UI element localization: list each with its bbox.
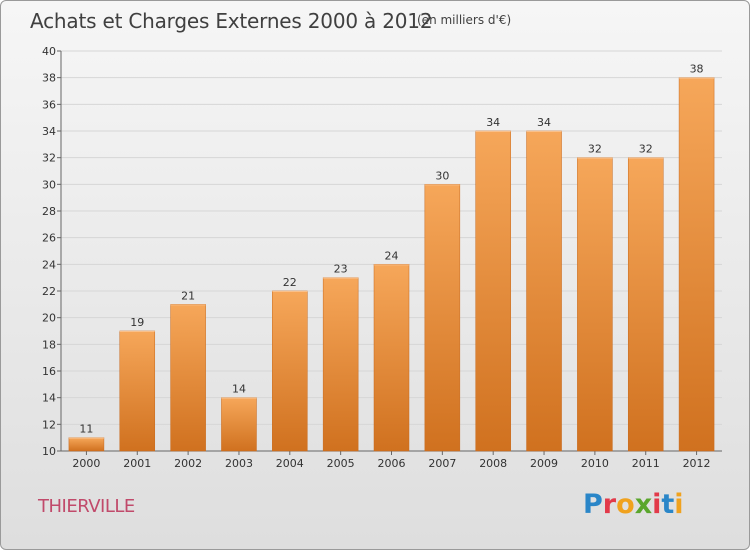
y-tick-label: 16 — [42, 365, 56, 378]
bar — [68, 437, 105, 452]
data-label: 21 — [181, 289, 195, 302]
x-tick-label: 2009 — [530, 457, 558, 470]
bar — [119, 330, 156, 452]
bar — [221, 397, 257, 452]
y-tick-label: 38 — [42, 72, 56, 85]
x-tick-label: 2008 — [479, 457, 507, 470]
x-tick-label: 2012 — [683, 457, 711, 470]
data-label: 32 — [588, 143, 602, 156]
data-label: 14 — [232, 383, 246, 396]
y-tick-label: 26 — [42, 232, 56, 245]
logo-letter: t — [661, 489, 675, 520]
data-label: 23 — [334, 263, 348, 276]
data-label: 32 — [639, 143, 653, 156]
bar — [678, 77, 715, 452]
x-tick-label: 2001 — [123, 457, 151, 470]
data-label: 34 — [486, 116, 500, 129]
data-label: 19 — [130, 316, 144, 329]
y-tick-label: 24 — [42, 258, 56, 271]
logo-letter: o — [616, 489, 635, 520]
commune-name: THIERVILLE — [38, 496, 135, 517]
x-tick-label: 2005 — [327, 457, 355, 470]
bar — [526, 130, 562, 452]
y-tick-label: 12 — [42, 418, 56, 431]
y-tick-label: 30 — [42, 178, 56, 191]
x-tick-label: 2007 — [428, 457, 456, 470]
y-tick-label: 20 — [42, 312, 56, 325]
x-tick-label: 2004 — [276, 457, 304, 470]
y-tick-label: 40 — [42, 45, 56, 58]
labels: 11 2000 19 2001 21 2002 14 2003 22 2004 23 2005 24 20… — [72, 63, 710, 470]
x-tick-label: 2000 — [72, 457, 100, 470]
bar — [170, 304, 206, 452]
logo-letter: x — [634, 489, 653, 520]
y-tick-label: 14 — [42, 392, 56, 405]
bar — [322, 277, 359, 452]
y-tick-label: 36 — [42, 98, 56, 111]
x-tick-label: 2011 — [632, 457, 660, 470]
data-label: 24 — [385, 249, 399, 262]
logo-letter: r — [602, 489, 617, 520]
proxiti-logo: Proxiti — [583, 489, 684, 520]
chart-subtitle: (en milliers d'€) — [417, 13, 512, 27]
y-tick-label: 22 — [42, 285, 56, 298]
x-tick-label: 2002 — [174, 457, 202, 470]
x-tick-label: 2006 — [378, 457, 406, 470]
y-tick-label: 28 — [42, 205, 56, 218]
bar — [475, 130, 511, 452]
y-tick-label: 18 — [42, 338, 56, 351]
bar — [424, 184, 461, 452]
y-tick-label: 34 — [42, 125, 56, 138]
data-label: 34 — [537, 116, 551, 129]
bar — [373, 264, 410, 452]
bar — [577, 157, 613, 452]
y-tick-label: 10 — [42, 445, 56, 458]
y-tick-label: 32 — [42, 152, 56, 165]
data-label: 11 — [79, 423, 93, 436]
bar — [272, 290, 308, 452]
bars — [68, 77, 715, 452]
bar — [627, 157, 664, 452]
x-tick-label: 2010 — [581, 457, 609, 470]
logo-letter: i — [652, 489, 662, 520]
data-label: 22 — [283, 276, 297, 289]
x-tick-label: 2003 — [225, 457, 253, 470]
logo-letter: i — [674, 489, 684, 520]
data-label: 30 — [435, 169, 449, 182]
chart-title: Achats et Charges Externes 2000 à 2012 — [30, 9, 433, 33]
data-label: 38 — [690, 63, 704, 76]
logo-letter: P — [583, 489, 603, 520]
